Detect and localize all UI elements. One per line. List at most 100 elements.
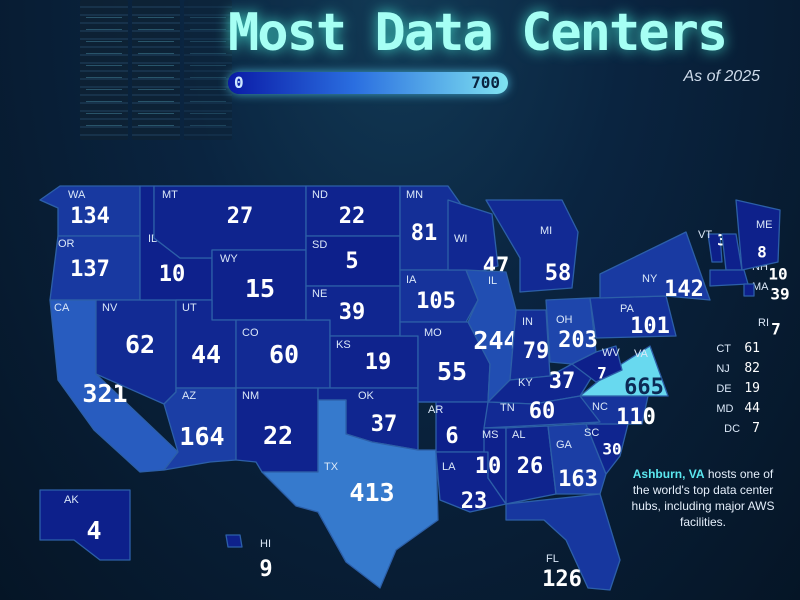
state-sd: SD 5 bbox=[305, 235, 401, 287]
state-abbr-label: KY bbox=[518, 377, 533, 389]
small-state-abbr: DE bbox=[716, 383, 732, 395]
state-value-label: 37 bbox=[371, 412, 398, 437]
state-al: AL 26 bbox=[505, 425, 557, 505]
state-value-label: 7 bbox=[597, 364, 607, 383]
state-or: OR 137 bbox=[49, 235, 141, 301]
state-value-label: 8 bbox=[757, 243, 767, 262]
small-state-value: 19 bbox=[744, 381, 760, 396]
state-shape bbox=[743, 283, 755, 297]
state-value-label: 110 bbox=[616, 405, 656, 430]
state-value-label: 23 bbox=[461, 489, 488, 514]
state-az: AZ 164 bbox=[163, 387, 237, 471]
small-state-ct: CT 61 bbox=[716, 341, 760, 356]
state-value-label: 19 bbox=[365, 350, 392, 375]
state-co: CO 60 bbox=[235, 319, 331, 389]
state-value-label: 164 bbox=[179, 422, 224, 451]
state-value-label: 22 bbox=[339, 204, 366, 229]
state-abbr-label: IA bbox=[406, 274, 417, 286]
state-nm: NM 22 bbox=[235, 387, 319, 473]
state-value-label: 9 bbox=[259, 557, 272, 582]
small-state-dc: DC 7 bbox=[724, 421, 760, 436]
state-value-label: 60 bbox=[529, 399, 556, 424]
state-abbr-label: VA bbox=[634, 348, 649, 360]
state-value-label: 37 bbox=[549, 369, 576, 394]
state-value-label: 62 bbox=[125, 330, 155, 359]
state-tx: TX 413 bbox=[261, 399, 439, 589]
state-value-label: 22 bbox=[263, 421, 293, 450]
page-title: Most Data Centers bbox=[228, 3, 728, 63]
state-value-label: 126 bbox=[542, 567, 582, 592]
state-abbr-label: OH bbox=[556, 314, 573, 326]
state-abbr-label: IN bbox=[522, 316, 533, 328]
small-state-value: 61 bbox=[744, 341, 760, 356]
state-mt: MT 27 bbox=[153, 185, 307, 259]
state-shape bbox=[571, 345, 623, 383]
state-shape bbox=[735, 199, 781, 271]
state-wa: WA 134 bbox=[39, 185, 141, 237]
state-ar: AR6 bbox=[417, 401, 489, 453]
state-abbr-label: AK bbox=[64, 494, 79, 506]
state-abbr-label: RI bbox=[758, 317, 769, 329]
small-state-abbr: MD bbox=[716, 403, 734, 415]
state-value-label: 55 bbox=[437, 357, 467, 386]
state-value-label: 6 bbox=[445, 424, 458, 449]
state-shape bbox=[485, 199, 579, 293]
small-state-abbr: NJ bbox=[716, 363, 730, 375]
state-ia: IA 105 bbox=[399, 269, 479, 323]
state-abbr-label: ND bbox=[312, 189, 328, 201]
state-abbr-label: WY bbox=[220, 253, 238, 265]
state-ga: GA 163 bbox=[547, 423, 607, 495]
state-abbr-label: UT bbox=[182, 302, 197, 314]
small-state-abbr: CT bbox=[716, 343, 732, 355]
state-value-label: 163 bbox=[558, 467, 598, 492]
state-shape bbox=[39, 489, 131, 561]
state-fl: FL 126 bbox=[505, 493, 621, 592]
state-abbr-label: AL bbox=[512, 429, 525, 441]
state-value-label: 3 bbox=[717, 231, 727, 250]
state-il: IL 244 bbox=[465, 269, 519, 403]
state-mi: MI 58 bbox=[485, 199, 579, 293]
state-value-label: 4 bbox=[86, 516, 101, 545]
state-abbr-label: MI bbox=[540, 225, 552, 237]
state-value-label: 105 bbox=[416, 289, 456, 314]
state-value-label: 142 bbox=[664, 277, 704, 302]
state-value-label: 413 bbox=[349, 478, 394, 507]
state-value-label: 27 bbox=[227, 204, 254, 229]
ashburn-callout: Ashburn, VA hosts one of the world's top… bbox=[626, 466, 780, 530]
state-shape bbox=[261, 399, 439, 589]
state-abbr-label: ME bbox=[756, 219, 773, 231]
color-scale-legend: 0 700 bbox=[228, 72, 508, 94]
state-abbr-label: OR bbox=[58, 238, 75, 250]
state-wv: WV 7 bbox=[571, 345, 623, 383]
state-value-label: 15 bbox=[245, 274, 275, 303]
state-abbr-label: VT bbox=[698, 229, 712, 241]
state-oh: OH 203 bbox=[545, 297, 598, 365]
state-nh: NH 10 bbox=[721, 233, 788, 284]
state-value-label: 26 bbox=[517, 454, 544, 479]
state-value-label: 134 bbox=[70, 204, 110, 229]
state-abbr-label: WA bbox=[68, 189, 86, 201]
state-value-label: 81 bbox=[411, 221, 438, 246]
small-state-nj: NJ 82 bbox=[716, 361, 760, 376]
state-ms: MS 10 bbox=[475, 427, 507, 505]
state-abbr-label: CO bbox=[242, 327, 259, 339]
state-abbr-label: NV bbox=[102, 302, 118, 314]
state-value-label: 30 bbox=[602, 440, 621, 459]
state-abbr-label: PA bbox=[620, 303, 635, 315]
small-state-value: 7 bbox=[752, 421, 760, 436]
state-abbr-label: NC bbox=[592, 401, 608, 413]
state-abbr-label: MT bbox=[162, 189, 178, 201]
state-abbr-label: NY bbox=[642, 273, 658, 285]
state-abbr-label: OK bbox=[358, 390, 375, 402]
state-me: ME 8 bbox=[735, 199, 781, 271]
state-ne: NE 39 bbox=[305, 285, 401, 337]
state-value-label: 7 bbox=[771, 320, 781, 339]
state-mo: MO 55 bbox=[399, 321, 491, 403]
state-abbr-label: TN bbox=[500, 402, 515, 414]
state-abbr-label: GA bbox=[556, 439, 573, 451]
state-abbr-label: WV bbox=[602, 347, 620, 359]
